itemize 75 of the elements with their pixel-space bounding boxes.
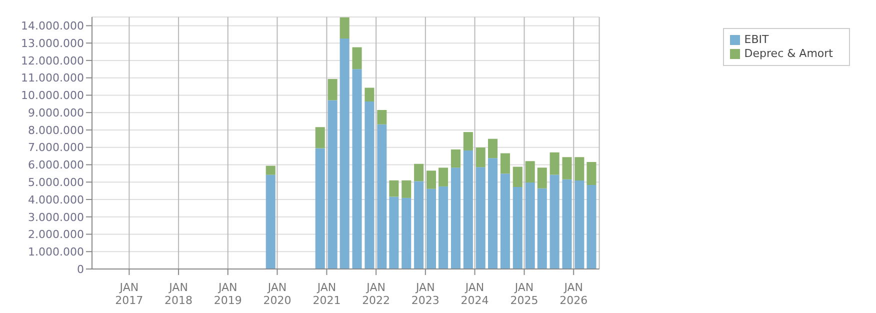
bar bbox=[352, 69, 362, 269]
bar bbox=[488, 138, 498, 158]
y-tick-label: 1.000.000 bbox=[28, 246, 84, 259]
y-tick-label: 14.000.000 bbox=[21, 20, 84, 33]
x-tick-label: JAN 2023 bbox=[411, 281, 440, 307]
y-tick-label: 5.000.000 bbox=[28, 176, 84, 190]
bar bbox=[414, 164, 424, 182]
bar bbox=[377, 124, 387, 269]
y-tick-label: 10.000.000 bbox=[21, 89, 84, 102]
bar bbox=[438, 168, 448, 186]
bar bbox=[476, 167, 486, 269]
bar bbox=[537, 168, 547, 188]
bar bbox=[328, 100, 338, 269]
y-tick-label: 7.000.000 bbox=[28, 141, 84, 154]
y-tick-label: 8.000.000 bbox=[28, 124, 84, 137]
x-tick-label: JAN 2019 bbox=[214, 281, 242, 307]
x-tick-label: JAN 2021 bbox=[312, 281, 341, 307]
x-tick-label: JAN 2018 bbox=[164, 281, 193, 307]
x-tick-label: JAN 2026 bbox=[560, 281, 588, 307]
y-tick-label: 6.000.000 bbox=[28, 158, 84, 172]
x-tick-label: JAN 2024 bbox=[460, 281, 489, 307]
bar bbox=[476, 148, 486, 168]
bar bbox=[550, 174, 560, 269]
bar bbox=[562, 157, 572, 180]
bar bbox=[537, 188, 547, 269]
bar bbox=[500, 153, 510, 174]
bar bbox=[266, 174, 276, 269]
bar bbox=[525, 182, 535, 269]
bar bbox=[352, 47, 362, 70]
bar bbox=[562, 179, 572, 269]
bar bbox=[389, 180, 399, 197]
y-tick-label: 4.000.000 bbox=[28, 193, 84, 206]
x-tick-label: JAN 2025 bbox=[510, 281, 538, 307]
bar bbox=[414, 181, 424, 269]
bar bbox=[463, 132, 473, 150]
y-tick-label: 13.000.000 bbox=[21, 36, 84, 50]
bar bbox=[512, 186, 522, 269]
bar bbox=[450, 168, 460, 269]
legend-label: Deprec & Amort bbox=[744, 47, 833, 60]
bar bbox=[315, 127, 325, 148]
bar bbox=[377, 110, 387, 124]
bar bbox=[586, 162, 596, 186]
y-tick-label: 9.000.000 bbox=[28, 106, 84, 120]
bar bbox=[438, 186, 448, 269]
bar bbox=[402, 180, 412, 198]
bar bbox=[402, 198, 412, 269]
bar bbox=[340, 17, 350, 39]
bar bbox=[364, 88, 374, 102]
bar bbox=[340, 38, 350, 269]
bar bbox=[574, 157, 584, 181]
bar bbox=[426, 188, 436, 269]
bar bbox=[266, 166, 276, 175]
y-tick-label: 3.000.000 bbox=[28, 210, 84, 224]
bar bbox=[512, 166, 522, 187]
bar bbox=[463, 150, 473, 269]
legend-label: EBIT bbox=[744, 33, 769, 46]
bar bbox=[488, 158, 498, 269]
bar bbox=[364, 101, 374, 269]
bar bbox=[328, 79, 338, 100]
bar bbox=[586, 185, 596, 269]
bar bbox=[500, 174, 510, 269]
bar bbox=[315, 148, 325, 269]
bar bbox=[450, 149, 460, 168]
bar bbox=[574, 180, 584, 269]
y-tick-label: 11.000.000 bbox=[21, 72, 84, 85]
x-tick-label: JAN 2022 bbox=[362, 281, 390, 307]
bar bbox=[525, 161, 535, 182]
y-tick-label: 0 bbox=[77, 262, 84, 276]
y-tick-label: 12.000.000 bbox=[21, 54, 84, 68]
x-tick-label: JAN 2020 bbox=[263, 281, 292, 307]
bar bbox=[389, 196, 399, 269]
bar bbox=[426, 170, 436, 189]
bar bbox=[550, 152, 560, 175]
x-tick-label: JAN 2017 bbox=[115, 281, 144, 307]
y-tick-label: 2.000.000 bbox=[28, 228, 84, 242]
